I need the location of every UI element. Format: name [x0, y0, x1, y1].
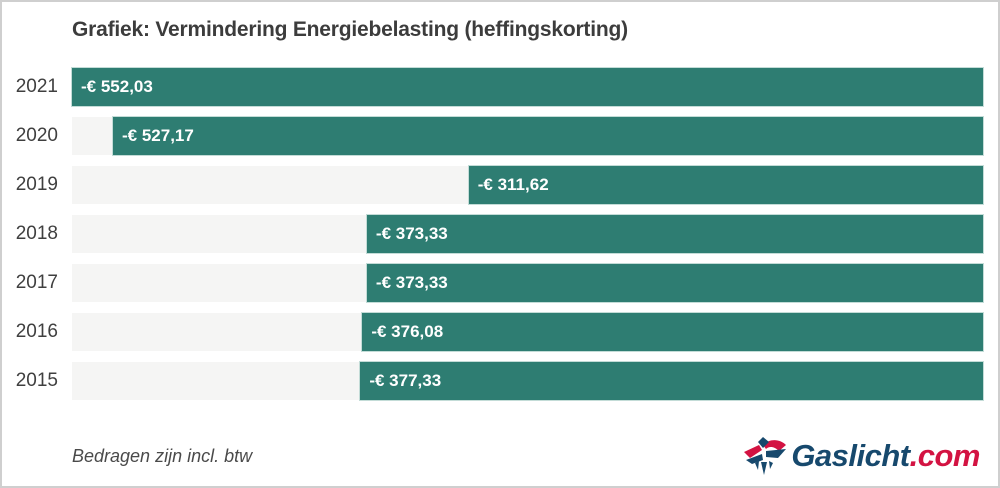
vat-footnote: Bedragen zijn incl. btw [72, 445, 253, 466]
bar-row-2018: 2018 -€ 373,33 [2, 215, 998, 253]
bar-row-2020: 2020 -€ 527,17 [2, 117, 998, 155]
year-label: 2021 [15, 76, 58, 97]
logo-text-main: Gaslicht [791, 438, 910, 473]
bar-track: -€ 376,08 [72, 313, 983, 351]
bar: -€ 552,03 [72, 68, 983, 106]
bar-value-label: -€ 373,33 [375, 224, 448, 243]
gaslicht-logo[interactable]: Gaslicht.com [743, 434, 981, 478]
year-label: 2016 [15, 321, 58, 342]
bar: -€ 373,33 [366, 264, 983, 302]
bar-value-label: -€ 552,03 [81, 77, 153, 96]
bar-row-2017: 2017 -€ 373,33 [2, 264, 998, 302]
year-label: 2017 [15, 272, 58, 293]
bar-track: -€ 377,33 [72, 362, 983, 400]
bar-track: -€ 552,03 [72, 68, 983, 106]
bar: -€ 373,33 [366, 215, 983, 253]
bar-track: -€ 373,33 [72, 264, 983, 302]
chart-title: Grafiek: Vermindering Energiebelasting (… [72, 18, 628, 41]
bar-row-2021: 2021 -€ 552,03 [2, 68, 998, 106]
year-label: 2019 [15, 174, 58, 195]
bar-track: -€ 527,17 [72, 117, 983, 155]
bar: -€ 376,08 [362, 313, 983, 351]
bar-chart: 2021 -€ 552,03 2020 -€ 527,17 2019 -€ 31… [2, 68, 998, 400]
bar: -€ 527,17 [113, 117, 983, 155]
bar-row-2015: 2015 -€ 377,33 [2, 362, 998, 400]
gaslicht-logo-icon [744, 437, 787, 475]
gaslicht-logo-text: Gaslicht.com [791, 438, 980, 474]
bar: -€ 377,33 [360, 362, 983, 400]
year-label: 2015 [15, 370, 58, 391]
bar-track: -€ 373,33 [72, 215, 983, 253]
bar-value-label: -€ 311,62 [477, 175, 549, 194]
bar-value-label: -€ 373,33 [375, 273, 448, 292]
logo-text-suffix: .com [909, 438, 981, 473]
year-label: 2020 [15, 125, 58, 146]
bar-track: -€ 311,62 [72, 166, 983, 204]
bar-row-2019: 2019 -€ 311,62 [2, 166, 998, 204]
bar-value-label: -€ 377,33 [369, 371, 442, 390]
bar-value-label: -€ 527,17 [122, 126, 194, 145]
bar-value-label: -€ 376,08 [371, 322, 444, 341]
chart-footer: Bedragen zijn incl. btw Gaslicht.com [72, 434, 981, 478]
bar-row-2016: 2016 -€ 376,08 [2, 313, 998, 351]
bar: -€ 311,62 [468, 166, 983, 204]
year-label: 2018 [15, 223, 58, 244]
